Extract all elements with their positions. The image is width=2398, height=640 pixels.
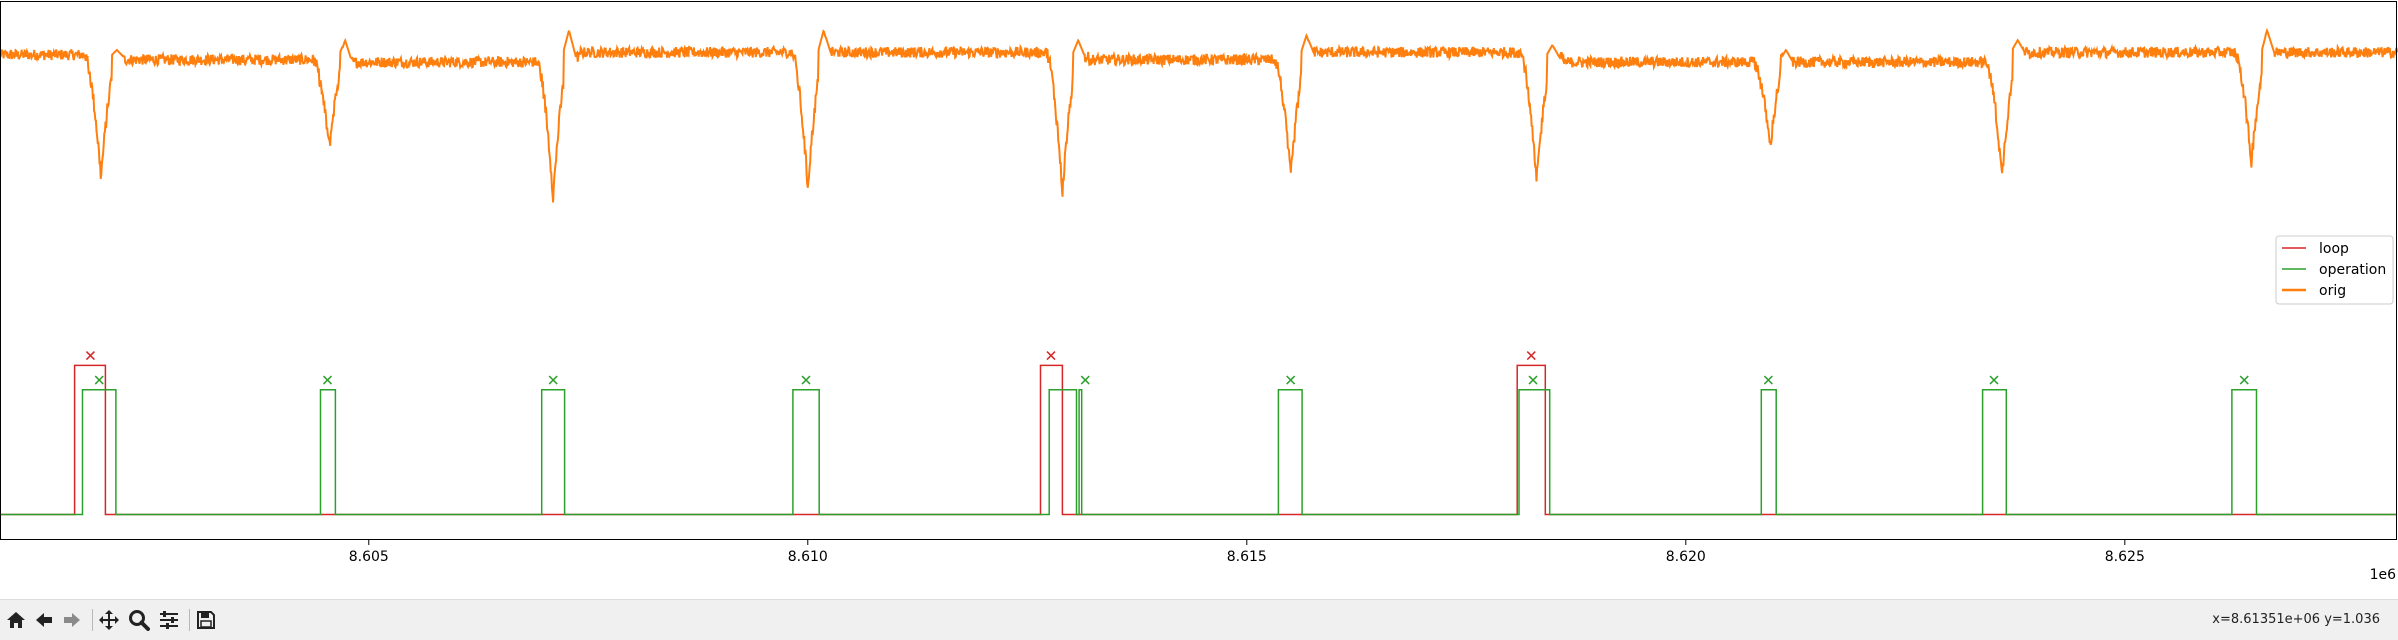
zoom-button[interactable] — [125, 606, 153, 634]
x-tick-label: 8.625 — [2105, 549, 2145, 565]
back-button[interactable] — [30, 606, 58, 634]
x-offset-label: 1e6 — [2370, 567, 2397, 583]
pan-button[interactable] — [95, 606, 123, 634]
save-button[interactable] — [192, 606, 220, 634]
marker-operation — [1080, 375, 1090, 385]
marker-loop — [85, 351, 95, 361]
series-layer — [0, 27, 2398, 516]
toolbar-separator — [189, 609, 190, 631]
marker-operation — [1528, 375, 1538, 385]
x-tick-label: 8.610 — [788, 549, 828, 565]
back-arrow-icon — [36, 613, 52, 627]
legend-label-operation: operation — [2319, 262, 2386, 278]
axes-frame — [0, 1, 2397, 540]
configure-subplots-icon — [160, 611, 178, 629]
marker-operation — [801, 375, 811, 385]
zoom-icon — [129, 610, 150, 631]
legend-label-orig: orig — [2319, 283, 2346, 299]
pan-icon — [99, 610, 119, 630]
home-icon — [7, 612, 25, 628]
cursor-coordinates: x=8.61351e+06 y=1.036 — [2212, 612, 2380, 627]
legend[interactable]: loop operation orig — [2275, 235, 2394, 305]
marker-operation — [1763, 375, 1773, 385]
marker-loop — [1046, 351, 1056, 361]
series-line-loop — [0, 364, 2397, 516]
forward-button[interactable] — [58, 606, 86, 634]
navigation-toolbar: x=8.61351e+06 y=1.036 — [0, 599, 2398, 640]
series-line-operation — [0, 389, 2397, 516]
marker-operation — [1286, 375, 1296, 385]
x-tick-label: 8.605 — [349, 549, 389, 565]
plot-area[interactable]: 8.605 8.610 8.615 8.620 8.625 1e6 loop operat… — [0, 0, 2398, 599]
marker-loop — [1526, 351, 1536, 361]
home-button[interactable] — [2, 606, 30, 634]
x-tick-label: 8.620 — [1666, 549, 1706, 565]
toolbar-separator — [92, 609, 93, 631]
x-axis: 8.605 8.610 8.615 8.620 8.625 — [349, 539, 2145, 565]
legend-box — [2275, 235, 2394, 305]
legend-label-loop: loop — [2319, 241, 2349, 257]
marker-operation — [2239, 375, 2249, 385]
configure-subplots-button[interactable] — [155, 606, 183, 634]
save-icon — [197, 611, 215, 629]
x-tick-label: 8.615 — [1227, 549, 1267, 565]
forward-arrow-icon — [64, 613, 80, 627]
marker-operation — [94, 375, 104, 385]
marker-operation — [322, 375, 333, 385]
marker-operation — [548, 375, 558, 385]
series-line-orig — [0, 27, 2398, 203]
marker-operation — [1989, 375, 1999, 385]
